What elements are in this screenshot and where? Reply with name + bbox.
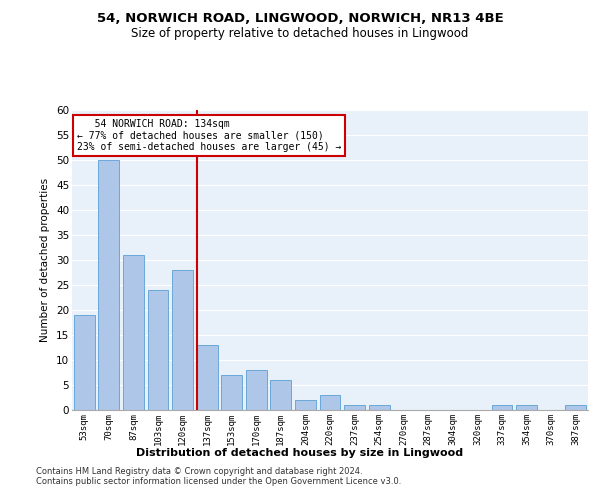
Bar [320,395,340,410]
Bar [98,160,119,410]
Text: Contains HM Land Registry data © Crown copyright and database right 2024.: Contains HM Land Registry data © Crown c… [36,467,362,476]
Bar [246,370,267,410]
Bar [491,405,512,410]
Text: Size of property relative to detached houses in Lingwood: Size of property relative to detached ho… [131,28,469,40]
Bar [271,380,292,410]
Bar [197,345,218,410]
Text: 54 NORWICH ROAD: 134sqm
← 77% of detached houses are smaller (150)
23% of semi-d: 54 NORWICH ROAD: 134sqm ← 77% of detache… [77,119,341,152]
Text: Contains public sector information licensed under the Open Government Licence v3: Contains public sector information licen… [36,477,401,486]
Bar [516,405,537,410]
Bar [565,405,586,410]
Text: Distribution of detached houses by size in Lingwood: Distribution of detached houses by size … [136,448,464,458]
Y-axis label: Number of detached properties: Number of detached properties [40,178,50,342]
Bar [221,375,242,410]
Bar [344,405,365,410]
Bar [295,400,316,410]
Text: 54, NORWICH ROAD, LINGWOOD, NORWICH, NR13 4BE: 54, NORWICH ROAD, LINGWOOD, NORWICH, NR1… [97,12,503,26]
Bar [74,315,95,410]
Bar [148,290,169,410]
Bar [368,405,389,410]
Bar [172,270,193,410]
Bar [123,255,144,410]
